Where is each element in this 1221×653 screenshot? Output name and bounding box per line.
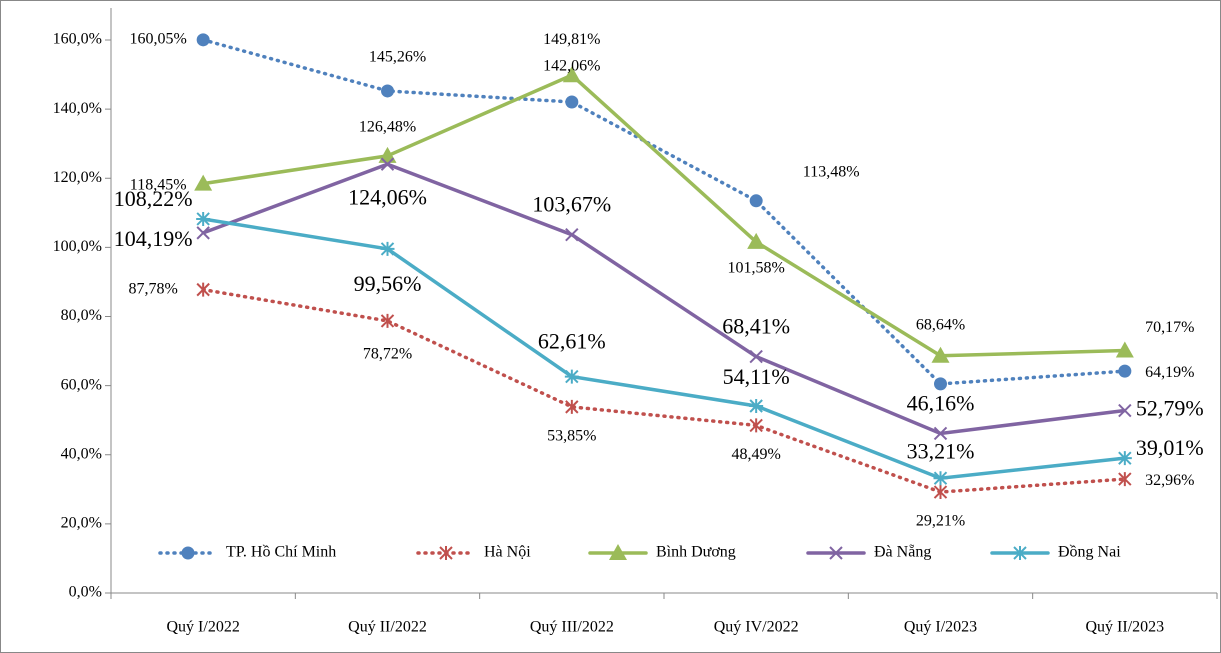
y-tick-label: 140,0% <box>53 100 102 117</box>
marker <box>1117 451 1132 466</box>
marker <box>933 471 948 486</box>
marker <box>380 313 395 328</box>
data-label: 87,78% <box>129 280 178 297</box>
data-label: 32,96% <box>1145 472 1194 489</box>
data-label: 104,19% <box>114 226 193 251</box>
series-line <box>202 162 1126 436</box>
y-tick-label: 0,0% <box>69 584 102 601</box>
legend-label: Hà Nội <box>484 544 531 561</box>
marker <box>196 211 211 226</box>
x-tick-label: Quý III/2022 <box>530 619 614 636</box>
marker <box>380 157 395 171</box>
data-label: 124,06% <box>348 184 427 209</box>
series-line <box>202 217 1126 481</box>
data-label: 78,72% <box>363 346 412 363</box>
data-label: 126,48% <box>359 119 416 136</box>
marker <box>749 398 764 413</box>
marker <box>934 377 947 391</box>
data-label: 46,16% <box>907 391 975 416</box>
marker <box>564 369 579 384</box>
marker <box>829 546 843 560</box>
y-tick-label: 40,0% <box>61 445 102 462</box>
legend-item: Bình Dương <box>588 544 736 561</box>
x-tick-label: Quý I/2022 <box>167 619 240 636</box>
data-label: 99,56% <box>354 271 422 296</box>
y-tick-label: 80,0% <box>61 307 102 324</box>
data-label: 48,49% <box>732 446 781 463</box>
y-tick-label: 20,0% <box>61 515 102 532</box>
data-label: 145,26% <box>369 49 426 66</box>
data-label: 68,64% <box>916 316 965 333</box>
x-tick-label: Quý II/2023 <box>1086 619 1165 636</box>
data-label: 53,85% <box>547 428 596 445</box>
legend-label: Đà Nẵng <box>874 544 931 561</box>
data-label: 33,21% <box>907 438 975 463</box>
marker <box>749 418 763 433</box>
marker <box>196 33 210 47</box>
marker <box>749 194 763 208</box>
marker <box>1118 403 1132 418</box>
legend-item: Hà Nội <box>416 544 531 561</box>
marker <box>562 66 581 83</box>
legend-item: TP. Hồ Chí Minh <box>158 544 336 561</box>
data-label: 70,17% <box>1145 319 1194 336</box>
y-tick-label: 120,0% <box>53 169 102 186</box>
marker <box>565 399 579 414</box>
data-label: 54,11% <box>723 364 790 389</box>
data-label: 29,21% <box>916 513 965 530</box>
series-line <box>202 73 1125 358</box>
marker <box>196 226 210 240</box>
x-tick-label: Quý I/2023 <box>904 619 977 636</box>
data-label: 39,01% <box>1136 435 1204 460</box>
marker <box>565 95 579 109</box>
legend-label: Bình Dương <box>656 544 736 561</box>
data-label: 113,48% <box>803 163 860 180</box>
series-line <box>201 287 1127 494</box>
data-label: 52,79% <box>1136 396 1204 421</box>
data-label: 64,19% <box>1145 364 1194 381</box>
series-line <box>201 38 1127 386</box>
marker <box>749 349 763 364</box>
y-tick-label: 60,0% <box>61 376 102 393</box>
marker <box>1013 546 1027 560</box>
data-label: 103,67% <box>532 192 611 217</box>
marker <box>380 241 395 256</box>
marker <box>1118 472 1132 487</box>
data-label: 118,45% <box>130 176 187 193</box>
data-label: 142,06% <box>543 58 600 75</box>
marker <box>565 227 579 242</box>
marker <box>931 346 950 363</box>
x-tick-label: Quý IV/2022 <box>714 619 799 636</box>
x-tick-label: Quý II/2022 <box>348 619 427 636</box>
y-tick-label: 160,0% <box>53 31 102 48</box>
marker <box>933 485 948 500</box>
data-label: 149,81% <box>543 31 600 48</box>
marker <box>1118 364 1132 378</box>
data-label: 160,05% <box>130 30 187 47</box>
marker <box>381 84 394 98</box>
legend-label: TP. Hồ Chí Minh <box>226 544 336 561</box>
y-tick-label: 100,0% <box>53 238 102 255</box>
marker <box>194 174 213 191</box>
marker <box>933 426 948 441</box>
marker <box>609 544 627 560</box>
marker <box>1115 341 1134 358</box>
legend-item: Đồng Nai <box>990 544 1121 561</box>
data-label: 108,22% <box>114 186 193 211</box>
data-label: 62,61% <box>538 329 606 354</box>
legend-item: Đà Nẵng <box>806 544 931 561</box>
legend-label: Đồng Nai <box>1058 544 1121 561</box>
marker <box>181 546 195 560</box>
marker <box>196 282 210 297</box>
data-label: 68,41% <box>722 314 790 339</box>
data-label: 101,58% <box>728 260 785 277</box>
marker <box>747 232 766 249</box>
marker <box>439 546 453 560</box>
